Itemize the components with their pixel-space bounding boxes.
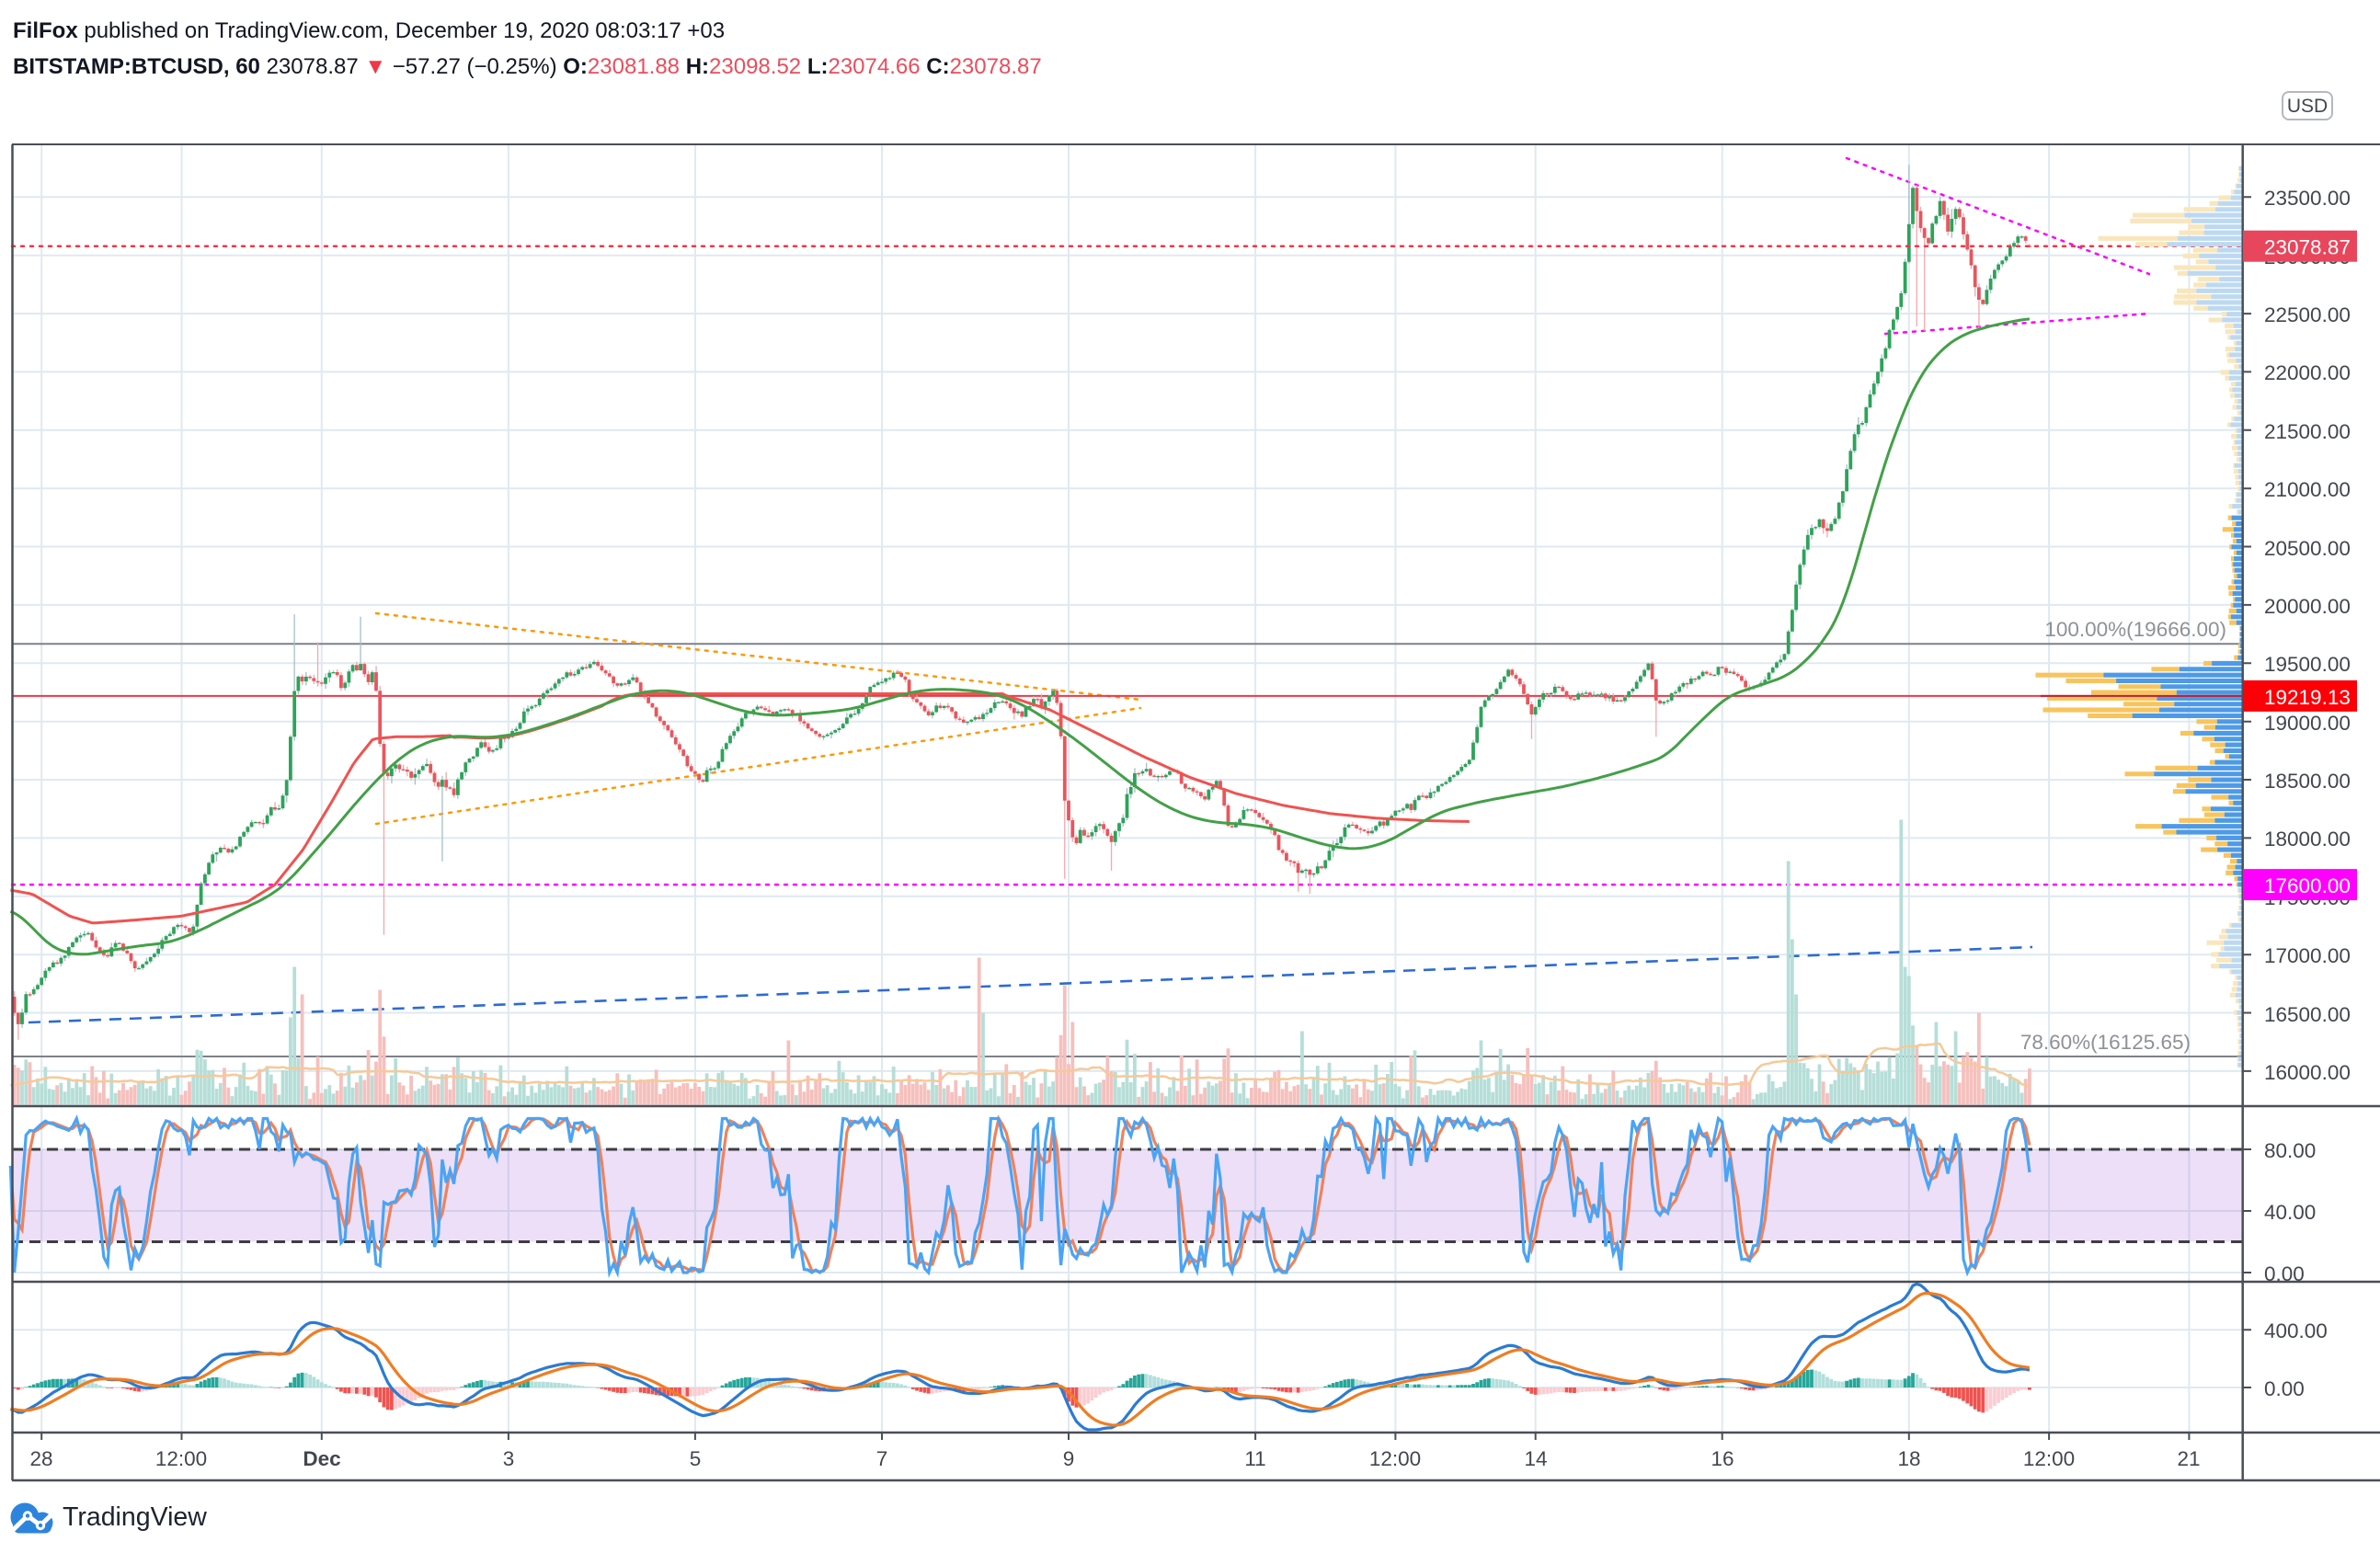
svg-text:23078.87: 23078.87 bbox=[2264, 236, 2351, 259]
svg-text:16500.00: 16500.00 bbox=[2264, 1003, 2351, 1026]
svg-text:21500.00: 21500.00 bbox=[2264, 420, 2351, 443]
svg-text:20000.00: 20000.00 bbox=[2264, 595, 2351, 618]
svg-text:23500.00: 23500.00 bbox=[2264, 187, 2351, 210]
svg-text:18500.00: 18500.00 bbox=[2264, 770, 2351, 793]
svg-text:80.00: 80.00 bbox=[2264, 1139, 2316, 1162]
svg-text:400.00: 400.00 bbox=[2264, 1319, 2328, 1342]
svg-text:3: 3 bbox=[503, 1447, 515, 1470]
svg-text:0.00: 0.00 bbox=[2264, 1262, 2305, 1285]
svg-text:18: 18 bbox=[1897, 1447, 1920, 1470]
svg-text:USD: USD bbox=[2287, 96, 2328, 117]
svg-text:18000.00: 18000.00 bbox=[2264, 828, 2351, 851]
svg-text:40.00: 40.00 bbox=[2264, 1201, 2316, 1224]
svg-text:Dec: Dec bbox=[303, 1447, 340, 1470]
svg-text:21: 21 bbox=[2177, 1447, 2200, 1470]
svg-text:28: 28 bbox=[29, 1447, 52, 1470]
svg-text:21000.00: 21000.00 bbox=[2264, 478, 2351, 501]
svg-text:9: 9 bbox=[1063, 1447, 1075, 1470]
svg-text:19500.00: 19500.00 bbox=[2264, 653, 2351, 676]
svg-text:14: 14 bbox=[1524, 1447, 1547, 1470]
svg-text:0.00: 0.00 bbox=[2264, 1377, 2305, 1400]
svg-text:TradingView: TradingView bbox=[63, 1502, 207, 1532]
svg-text:20500.00: 20500.00 bbox=[2264, 537, 2351, 560]
svg-text:11: 11 bbox=[1244, 1447, 1265, 1470]
svg-text:12:00: 12:00 bbox=[2023, 1447, 2075, 1470]
svg-text:16: 16 bbox=[1711, 1447, 1734, 1470]
svg-text:22500.00: 22500.00 bbox=[2264, 303, 2351, 326]
svg-text:17600.00: 17600.00 bbox=[2264, 874, 2351, 897]
svg-text:17000.00: 17000.00 bbox=[2264, 944, 2351, 967]
svg-text:FilFox published on TradingVie: FilFox published on TradingView.com, Dec… bbox=[13, 18, 725, 43]
svg-text:7: 7 bbox=[876, 1447, 888, 1470]
svg-text:5: 5 bbox=[690, 1447, 702, 1470]
svg-text:12:00: 12:00 bbox=[155, 1447, 207, 1470]
svg-text:16000.00: 16000.00 bbox=[2264, 1061, 2351, 1084]
svg-text:19219.13: 19219.13 bbox=[2264, 686, 2351, 709]
svg-text:78.60%(16125.65): 78.60%(16125.65) bbox=[2020, 1031, 2191, 1054]
svg-text:12:00: 12:00 bbox=[1369, 1447, 1421, 1470]
svg-text:BITSTAMP:BTCUSD, 60 23078.87 ▼: BITSTAMP:BTCUSD, 60 23078.87 ▼ −57.27 (−… bbox=[13, 54, 1042, 79]
svg-text:22000.00: 22000.00 bbox=[2264, 361, 2351, 384]
svg-text:100.00%(19666.00): 100.00%(19666.00) bbox=[2044, 618, 2226, 641]
svg-text:19000.00: 19000.00 bbox=[2264, 712, 2351, 735]
